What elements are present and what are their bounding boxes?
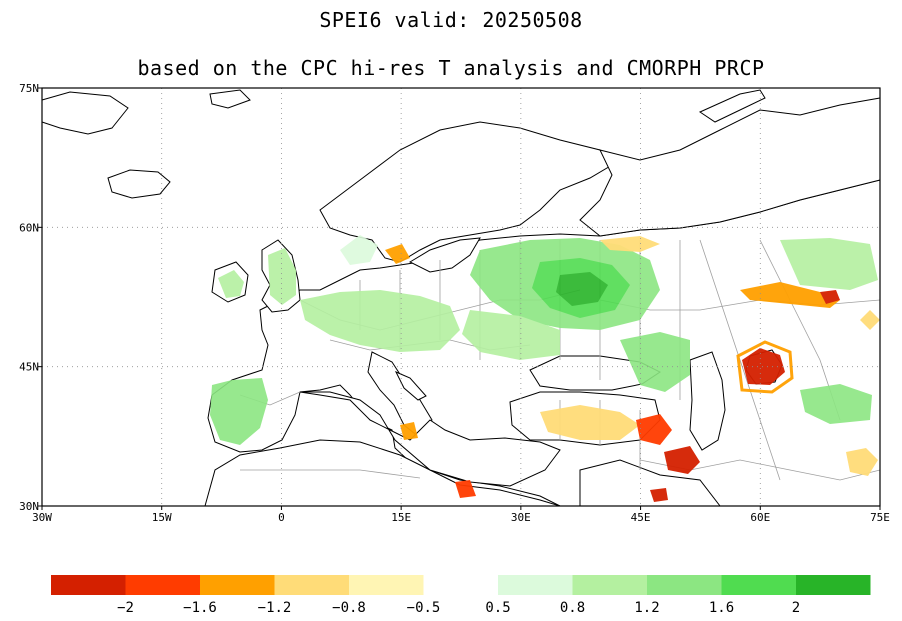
dry-area-italy-south [400, 422, 418, 440]
legend-label: −1.6 [183, 600, 217, 616]
wet-area-peak [556, 272, 608, 306]
wet-area-central-europe [300, 290, 460, 352]
wet-area-south-europe [462, 310, 560, 360]
legend-label: 0.5 [485, 600, 510, 616]
legend-label: −0.5 [407, 600, 441, 616]
novaya-zemlya-land [698, 89, 766, 123]
wet-area-iberia [210, 378, 268, 445]
legend-dry-swatch [349, 575, 424, 595]
map-subtitle: based on the CPC hi-res T analysis and C… [137, 56, 765, 80]
greenland-land [41, 91, 129, 135]
dry-area-north-africa [455, 480, 476, 498]
y-tick-label: 30N [19, 500, 39, 513]
iceland-land [107, 169, 171, 199]
x-tick-labels: 30W 15W 0 15E 30E 45E 60E 75E [32, 506, 890, 524]
legend-label: −1.2 [258, 600, 292, 616]
legend-dry-swatch [51, 575, 126, 595]
x-tick-label: 15W [152, 511, 172, 524]
legend-wet-swatch [498, 575, 573, 595]
color-legend: −2 −1.6 −1.2 −0.8 −0.5 0.5 0.8 1.2 1.6 2 [51, 575, 871, 616]
baltic-sea [408, 237, 481, 273]
mediterranean [299, 391, 561, 487]
legend-wet-swatch [796, 575, 871, 595]
dry-area-russia-south [740, 282, 840, 308]
dry-area-russia-spot [820, 290, 840, 304]
legend-label: 2 [792, 600, 800, 616]
wet-area-ireland [218, 270, 244, 298]
map-frame [41, 87, 881, 507]
map-title: SPEI6 valid: 20250508 [319, 8, 583, 32]
dry-area-turkmenistan [846, 448, 878, 476]
y-tick-label: 45N [19, 361, 39, 374]
x-tick-label: 45E [631, 511, 651, 524]
dry-area-kazakhstan-ring [736, 340, 794, 394]
x-tick-label: 75E [870, 511, 890, 524]
dry-area-iran [664, 446, 700, 474]
wet-area-scandinavia [340, 235, 378, 265]
legend-dry-swatch [274, 575, 349, 595]
dry-area-kazakhstan [742, 348, 785, 385]
dry-area-east-russia [600, 236, 660, 252]
seas [299, 237, 783, 487]
x-tick-label: 15E [391, 511, 411, 524]
y-tick-label: 75N [19, 82, 39, 95]
y-tick-label: 60N [19, 221, 39, 234]
dry-area-middle-east [650, 488, 668, 502]
wet-area-black-sea-north [620, 332, 690, 392]
wet-area-central-asia [800, 384, 872, 424]
legend-label: 1.2 [634, 600, 659, 616]
legend-label: −0.8 [332, 600, 366, 616]
legend-label: 1.6 [709, 600, 734, 616]
y-tick-labels: 75N 60N 45N 30N [19, 82, 42, 513]
svalbard-land [209, 89, 251, 109]
north-russia-land [579, 97, 881, 237]
legend-label: 0.8 [560, 600, 585, 616]
legend-dry-swatch [125, 575, 200, 595]
legend-dry-swatch [200, 575, 275, 595]
dry-area-west-russia [860, 310, 880, 330]
dry-area-caucasus [636, 414, 672, 445]
x-tick-label: 60E [750, 511, 770, 524]
legend-label: −2 [117, 600, 134, 616]
x-tick-label: 30W [32, 511, 52, 524]
x-tick-label: 0 [278, 511, 285, 524]
spei-dry-areas [385, 236, 880, 502]
legend-wet-swatch [572, 575, 647, 595]
dry-area-norway [385, 244, 410, 264]
adriatic [394, 371, 427, 401]
dry-area-turkey [540, 405, 640, 440]
x-tick-label: 30E [511, 511, 531, 524]
wet-area-britain [268, 248, 296, 305]
wet-area-russia-east [780, 238, 878, 290]
caspian-sea [689, 351, 726, 451]
legend-wet-swatch [647, 575, 722, 595]
spei-wet-areas [210, 235, 878, 445]
legend-wet-swatch [721, 575, 796, 595]
